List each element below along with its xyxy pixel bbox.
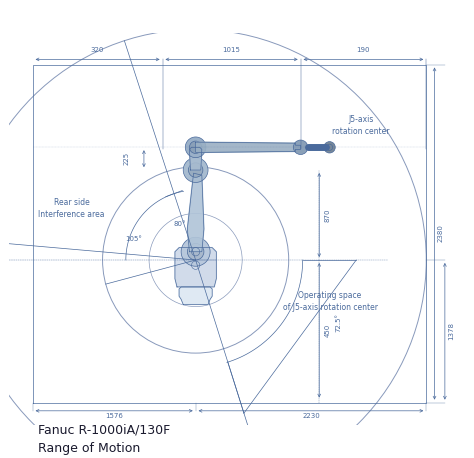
Text: 1576: 1576 bbox=[105, 413, 123, 419]
Circle shape bbox=[187, 244, 204, 260]
Text: 80°: 80° bbox=[174, 221, 186, 227]
Text: 450: 450 bbox=[324, 324, 330, 337]
Circle shape bbox=[293, 140, 308, 154]
Text: Fanuc R-1000iA/130F
Range of Motion: Fanuc R-1000iA/130F Range of Motion bbox=[38, 423, 170, 455]
Circle shape bbox=[183, 158, 208, 182]
Text: 190: 190 bbox=[356, 47, 370, 53]
Text: 72.5°: 72.5° bbox=[335, 312, 341, 332]
Text: 2230: 2230 bbox=[302, 413, 320, 419]
Polygon shape bbox=[190, 147, 202, 170]
Circle shape bbox=[181, 237, 210, 266]
Circle shape bbox=[188, 163, 203, 177]
Polygon shape bbox=[175, 248, 216, 287]
Polygon shape bbox=[179, 287, 212, 305]
Text: 870: 870 bbox=[324, 208, 330, 222]
Polygon shape bbox=[196, 142, 301, 153]
Circle shape bbox=[190, 141, 202, 153]
Text: 320: 320 bbox=[91, 47, 104, 53]
Text: 1015: 1015 bbox=[223, 47, 240, 53]
Text: 225: 225 bbox=[123, 152, 129, 165]
Polygon shape bbox=[187, 173, 204, 252]
Text: 105°: 105° bbox=[125, 236, 142, 242]
Circle shape bbox=[324, 142, 335, 153]
Circle shape bbox=[185, 137, 206, 158]
Text: J5-axis
rotation center: J5-axis rotation center bbox=[332, 115, 390, 136]
Text: Operating space
of J5-axis rotation center: Operating space of J5-axis rotation cent… bbox=[283, 291, 378, 312]
Text: 2380: 2380 bbox=[438, 224, 444, 242]
Text: 1378: 1378 bbox=[448, 322, 454, 340]
Text: Rear side
Interference area: Rear side Interference area bbox=[38, 197, 105, 219]
